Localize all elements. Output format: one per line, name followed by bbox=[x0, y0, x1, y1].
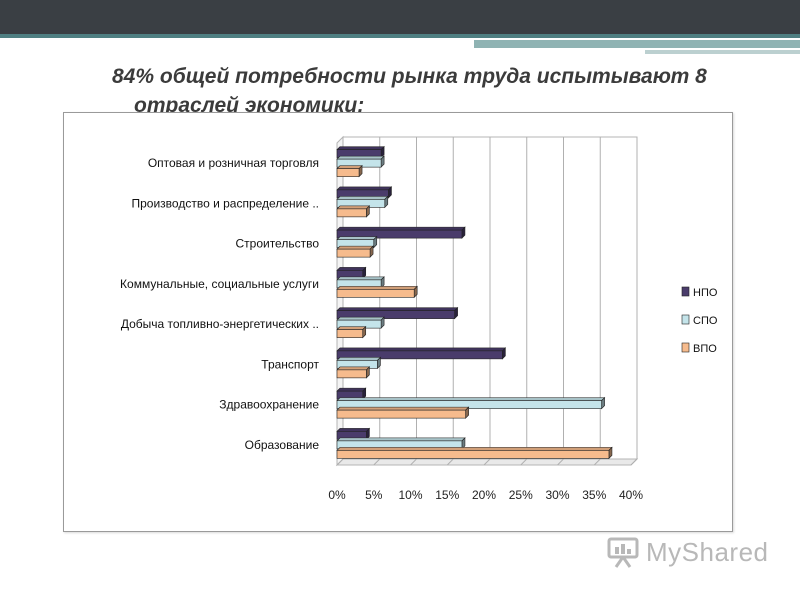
bar-top-face bbox=[336, 437, 466, 442]
bar-top-face bbox=[336, 428, 371, 432]
x-tick-label: 40% bbox=[619, 488, 643, 502]
bar-top-face bbox=[336, 236, 378, 240]
category-label: Коммунальные, социальные услуги bbox=[120, 277, 319, 291]
watermark-text: MyShared bbox=[646, 536, 769, 567]
x-tick-label: 35% bbox=[582, 488, 606, 502]
bar-top-face bbox=[336, 276, 385, 281]
bar-top-face bbox=[336, 165, 363, 169]
bar-top-face bbox=[336, 155, 385, 160]
category-label: Здравоохранение bbox=[219, 398, 319, 412]
bar-top-face bbox=[336, 307, 459, 311]
bar bbox=[336, 208, 367, 218]
gridline-floor bbox=[630, 458, 638, 466]
header-accent-bar-small bbox=[645, 50, 800, 54]
category-label: Транспорт bbox=[261, 357, 319, 371]
category-label: Оптовая и розничная торговля bbox=[148, 156, 319, 170]
bar bbox=[336, 229, 463, 239]
bar bbox=[336, 409, 466, 419]
bar bbox=[336, 310, 455, 319]
slide-title: 84% общей потребности рынка труда испыты… bbox=[112, 62, 792, 120]
header-band bbox=[0, 0, 800, 36]
gridline-floor bbox=[336, 458, 344, 466]
slide-title-line2: отраслей экономики: bbox=[134, 94, 365, 117]
bar-top-face bbox=[336, 205, 371, 210]
legend-label: НПО bbox=[693, 287, 718, 299]
slide-title-line1: 84% общей потребности рынка труда испыты… bbox=[112, 65, 707, 88]
bar-top-face bbox=[336, 316, 385, 321]
bar-top-face bbox=[336, 226, 466, 231]
presentation-icon bbox=[607, 537, 639, 568]
bar-top-face bbox=[336, 397, 606, 401]
bar bbox=[336, 369, 367, 379]
bar-top-face bbox=[336, 447, 613, 451]
bar-top-face bbox=[336, 406, 470, 411]
bar-top-face bbox=[336, 347, 507, 352]
header-accent-bar bbox=[474, 40, 800, 48]
legend-swatch bbox=[681, 314, 690, 325]
bar-chart: 0% 5% 10% 15% 20% 25% 30% 35% 40% Оптовая и розни… bbox=[120, 135, 718, 502]
category-label: Строительство bbox=[235, 237, 319, 251]
gridline-floor bbox=[520, 458, 528, 466]
x-tick-label: 10% bbox=[398, 488, 422, 502]
bar-top-face bbox=[336, 186, 393, 191]
bar-top-face bbox=[336, 366, 371, 371]
gridline-floor bbox=[593, 458, 601, 466]
x-tick-label: 0% bbox=[328, 488, 346, 502]
header-band-line bbox=[0, 34, 800, 38]
x-tick-label: 25% bbox=[509, 488, 533, 502]
legend-swatch bbox=[681, 342, 690, 353]
bar bbox=[336, 350, 503, 360]
bar-top-face bbox=[336, 146, 385, 150]
bar-top-face bbox=[336, 357, 382, 361]
gridline-floor bbox=[483, 458, 491, 466]
bar-top-face bbox=[336, 245, 374, 250]
gridline-floor bbox=[410, 458, 417, 466]
chart-frame: 0% 5% 10% 15% 20% 25% 30% 35% 40% Оптовая и розни… bbox=[63, 112, 733, 532]
category-label: Образование bbox=[245, 438, 320, 452]
x-tick-label: 30% bbox=[545, 488, 569, 502]
watermark-logo: MyShared bbox=[606, 532, 769, 572]
bar-top-face bbox=[336, 196, 389, 200]
category-label: Добыча топливно-энергетических .. bbox=[121, 317, 319, 331]
gridline-floor bbox=[557, 458, 564, 466]
bar-top-face bbox=[336, 387, 367, 392]
gridline-floor bbox=[446, 458, 454, 466]
x-tick-label: 15% bbox=[435, 488, 459, 502]
bar-top-face bbox=[336, 286, 418, 290]
bar bbox=[336, 400, 602, 409]
legend-swatch bbox=[681, 286, 690, 297]
bar bbox=[336, 329, 364, 338]
bar bbox=[336, 168, 360, 177]
bar-top-face bbox=[336, 326, 367, 330]
x-tick-label: 5% bbox=[365, 488, 383, 502]
bar bbox=[336, 289, 415, 298]
bar-top-face bbox=[336, 267, 367, 271]
bar bbox=[336, 248, 371, 258]
legend-label: СПО bbox=[693, 315, 718, 327]
x-tick-label: 20% bbox=[472, 488, 496, 502]
legend-label: ВПО bbox=[693, 343, 717, 355]
gridline-floor bbox=[373, 458, 381, 466]
bar bbox=[336, 450, 610, 459]
category-label: Производство и распределение .. bbox=[132, 196, 320, 210]
